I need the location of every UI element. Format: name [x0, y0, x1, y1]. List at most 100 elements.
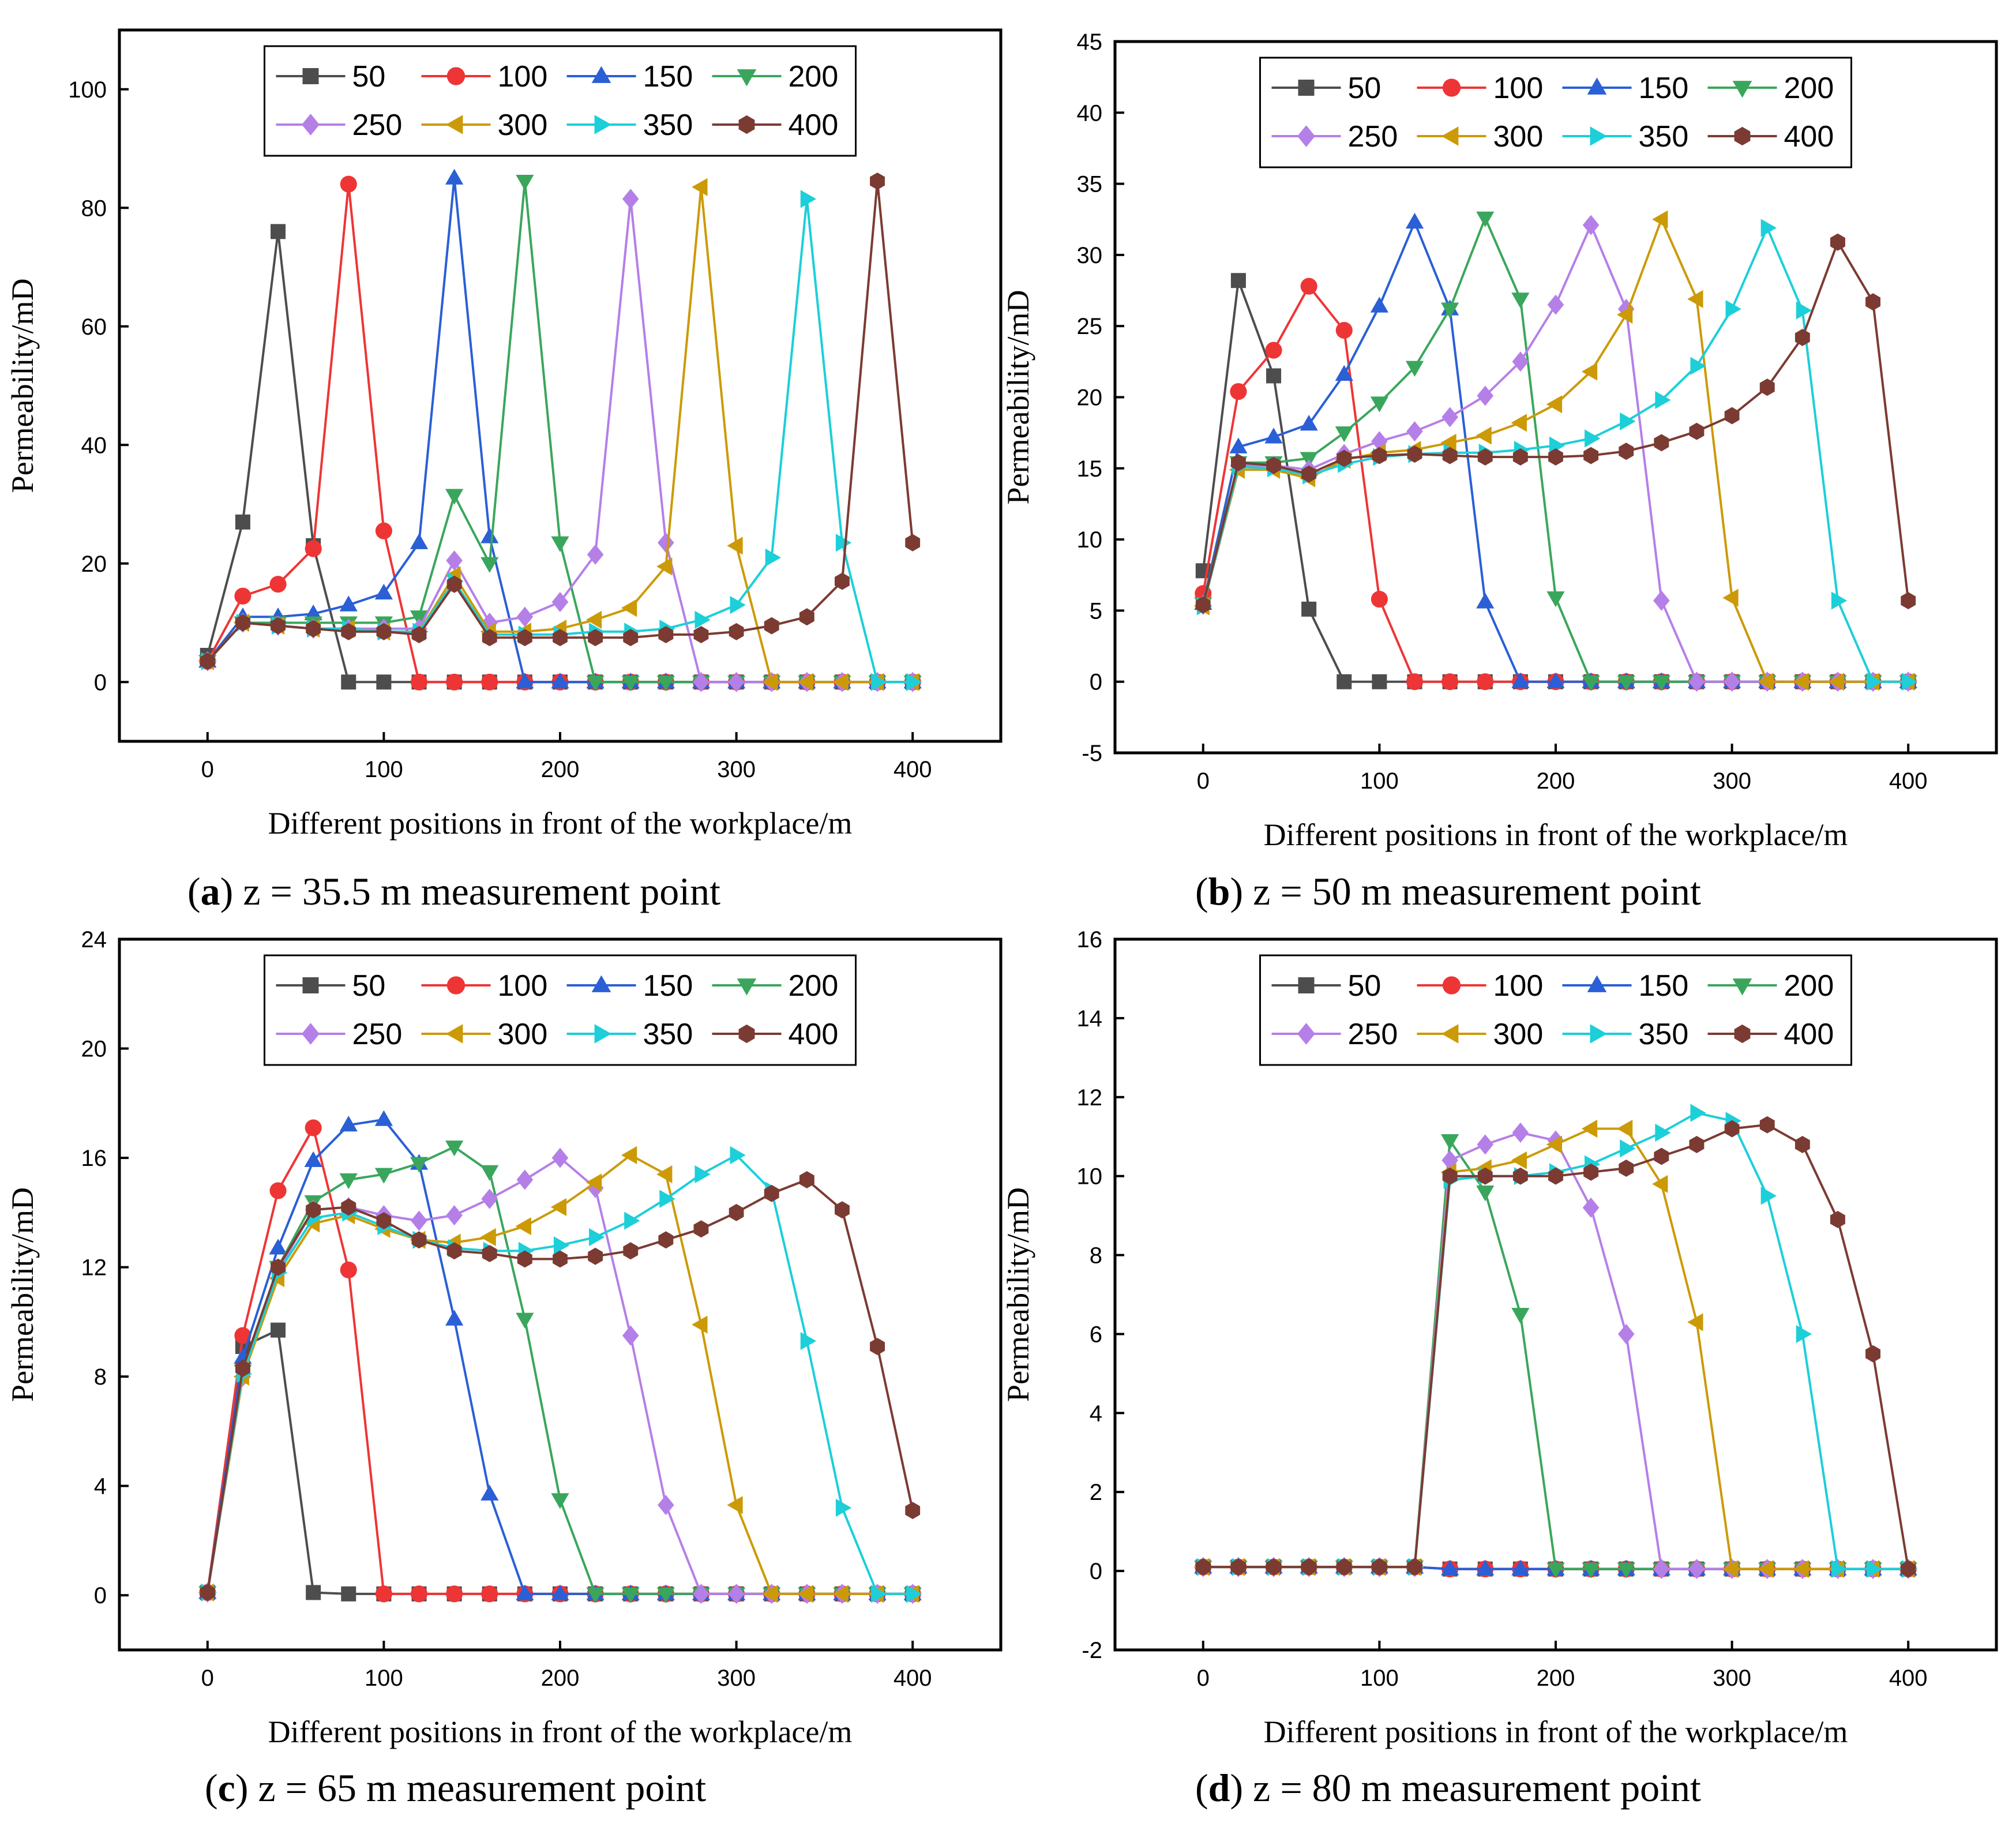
- data-point: [1722, 1560, 1739, 1578]
- series-line-50: [206, 1329, 913, 1595]
- data-point: [1760, 1187, 1777, 1205]
- data-point: [1337, 674, 1352, 689]
- data-point: [1867, 673, 1883, 691]
- data-point: [550, 1198, 567, 1216]
- data-point: [1687, 1313, 1703, 1331]
- legend-marker: [1587, 975, 1607, 992]
- y-tick-label: 12: [81, 1255, 107, 1281]
- caption-paren-close: ): [220, 869, 234, 913]
- data-point: [835, 1201, 850, 1219]
- data-point: [339, 595, 358, 612]
- x-tick-label: 100: [365, 757, 403, 782]
- data-point: [1546, 1135, 1563, 1154]
- legend-label: 150: [1639, 969, 1689, 1003]
- data-point: [588, 629, 603, 647]
- data-point: [1229, 437, 1248, 453]
- legend-label: 150: [643, 969, 693, 1003]
- data-point: [1441, 673, 1459, 691]
- legend-entry-100: 100: [1417, 969, 1543, 1003]
- data-point: [1582, 1197, 1600, 1218]
- data-point: [1476, 1559, 1495, 1576]
- y-tick-label: 40: [81, 433, 107, 458]
- data-point: [659, 1190, 675, 1208]
- data-point: [800, 190, 817, 208]
- data-point: [553, 629, 568, 647]
- data-point: [587, 544, 604, 565]
- y-tick-label: -5: [1082, 741, 1102, 766]
- x-tick-label: 100: [1360, 768, 1399, 794]
- data-point: [1477, 673, 1494, 691]
- x-tick-label: 400: [894, 757, 932, 782]
- chart-panel-a: 0 100 200 300 400 0 20 40 60 80 100 Different posit…: [5, 28, 1003, 913]
- legend-entry-200: 200: [712, 969, 838, 1003]
- legend-marker: [738, 1024, 755, 1044]
- legend-label: 250: [352, 1018, 403, 1051]
- data-point: [446, 1585, 463, 1603]
- legend-entry-150: 150: [1562, 72, 1688, 105]
- data-point: [905, 1502, 921, 1520]
- data-point: [658, 626, 674, 643]
- data-point: [871, 1585, 887, 1603]
- data-point: [622, 1325, 639, 1346]
- data-point: [410, 610, 429, 627]
- data-point: [271, 224, 286, 239]
- legend-label: 350: [643, 1018, 693, 1051]
- legend-marker: [737, 978, 757, 996]
- legend-entry-350: 350: [1562, 1018, 1688, 1051]
- caption-letter: b: [1208, 869, 1230, 913]
- data-point: [1583, 1163, 1599, 1181]
- data-point: [1830, 1211, 1845, 1228]
- data-point: [656, 1587, 675, 1604]
- data-point: [692, 178, 708, 196]
- data-point: [480, 1165, 499, 1181]
- data-point: [1581, 362, 1598, 381]
- data-point: [1796, 301, 1812, 320]
- legend-entry-400: 400: [712, 108, 838, 142]
- data-point: [832, 673, 849, 691]
- data-point: [1689, 1136, 1705, 1153]
- data-point: [1195, 596, 1211, 614]
- y-tick-label: 10: [1077, 1164, 1103, 1190]
- data-point: [1406, 421, 1423, 442]
- data-point: [1371, 431, 1388, 452]
- data-point: [730, 1146, 746, 1164]
- legend-entry-250: 250: [276, 108, 402, 142]
- legend-marker: [1732, 978, 1752, 996]
- data-point: [1406, 673, 1424, 691]
- caption-letter: c: [218, 1766, 235, 1810]
- legend-entry-150: 150: [566, 969, 693, 1003]
- data-point: [516, 1584, 534, 1600]
- data-point: [1442, 1167, 1458, 1185]
- data-point: [1620, 412, 1636, 431]
- data-point: [1476, 592, 1495, 609]
- data-point: [480, 1228, 496, 1247]
- data-point: [586, 1587, 605, 1604]
- data-point: [1512, 351, 1529, 372]
- data-point: [1583, 447, 1599, 464]
- legend-marker: [594, 115, 611, 134]
- data-point: [1655, 391, 1671, 410]
- caption-paren-close: ): [1230, 1766, 1243, 1810]
- data-point: [446, 1242, 462, 1260]
- legend-label: 300: [1493, 120, 1544, 153]
- legend-entry-200: 200: [712, 60, 838, 93]
- y-axis-label: Permeability/mD: [1001, 1187, 1035, 1402]
- data-point: [551, 1147, 569, 1168]
- legend-marker: [1297, 1023, 1315, 1045]
- legend-marker: [302, 68, 319, 84]
- caption-text: z = 35.5 m measurement point: [233, 869, 720, 913]
- legend-entry-50: 50: [1271, 969, 1381, 1003]
- x-axis-label: Different positions in front of the work…: [1264, 817, 1848, 852]
- caption-text: z = 50 m measurement point: [1243, 869, 1701, 913]
- data-point: [1266, 456, 1281, 474]
- y-tick-label: -2: [1082, 1638, 1102, 1663]
- data-point: [1653, 590, 1670, 611]
- y-tick-label: 15: [1077, 456, 1103, 482]
- y-tick-label: 12: [1077, 1085, 1103, 1111]
- legend-entry-150: 150: [1562, 969, 1689, 1003]
- data-point: [656, 676, 675, 692]
- legend-marker: [1587, 77, 1607, 95]
- data-point: [1582, 215, 1600, 235]
- data-point: [1231, 1558, 1246, 1576]
- series-100: [199, 1119, 921, 1603]
